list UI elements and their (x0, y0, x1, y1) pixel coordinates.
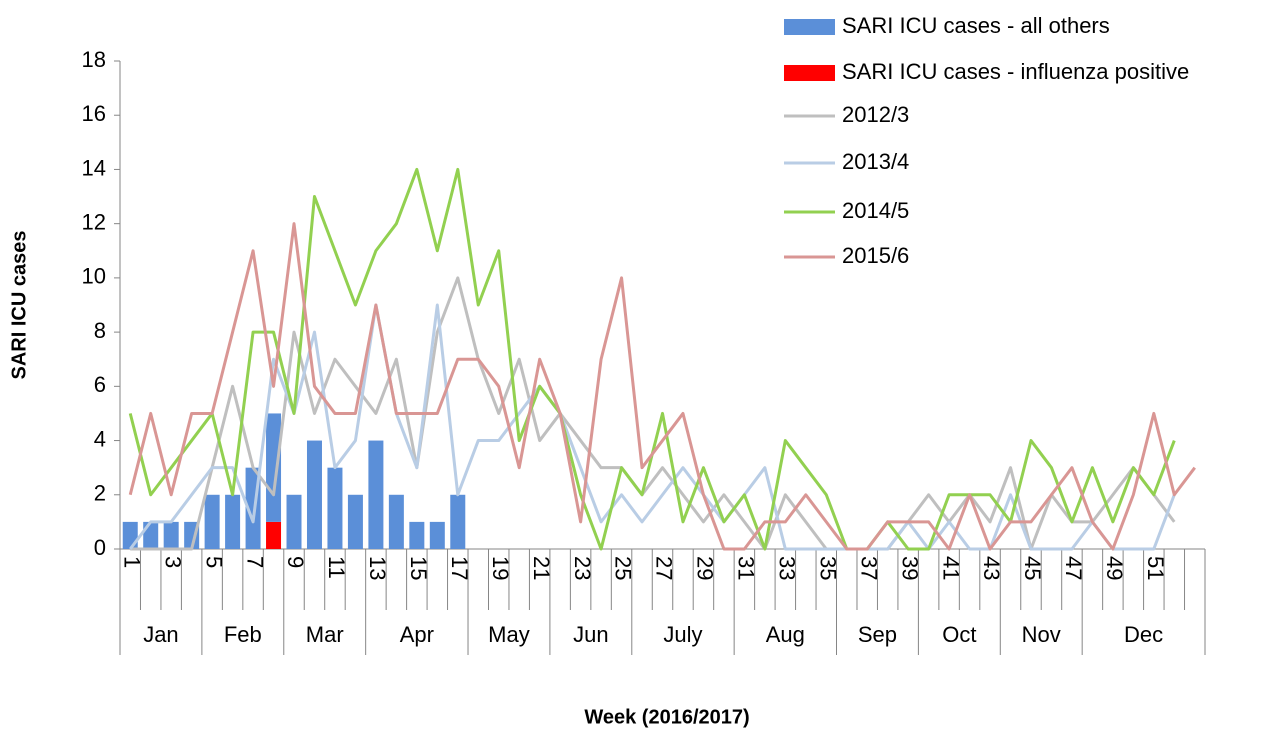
x-tick-label: 31 (734, 556, 759, 580)
x-tick-label: 45 (1020, 556, 1045, 580)
bar (225, 494, 241, 549)
bar (286, 494, 302, 549)
month-label: Apr (400, 622, 434, 647)
legend-label: 2015/6 (842, 243, 909, 268)
bar (409, 521, 425, 549)
x-tick-label: 33 (775, 556, 800, 580)
y-axis-title: SARI ICU cases (8, 231, 30, 380)
legend-label: SARI ICU cases - all others (842, 13, 1110, 38)
x-tick-label: 27 (652, 556, 677, 580)
y-tick-label: 10 (82, 264, 106, 289)
line (129, 303, 1176, 551)
x-tick-label: 41 (938, 556, 963, 580)
bar (429, 521, 445, 549)
month-label: Nov (1022, 622, 1061, 647)
x-tick-label: 29 (693, 556, 718, 580)
line (128, 167, 1176, 551)
legend-swatch (784, 19, 835, 35)
x-tick-label: 49 (1102, 556, 1127, 580)
bar (266, 521, 282, 549)
x-tick-label: 43 (979, 556, 1004, 580)
x-tick-label: 19 (488, 556, 513, 580)
y-tick-label: 0 (94, 535, 106, 560)
month-label: Oct (942, 622, 976, 647)
bar (204, 494, 220, 549)
month-label: July (663, 622, 702, 647)
x-tick-label: 11 (324, 556, 349, 579)
month-label: Mar (306, 622, 344, 647)
x-tick-label: 39 (897, 556, 922, 580)
month-label: Sep (858, 622, 897, 647)
legend-swatch (784, 65, 835, 81)
y-tick-label: 4 (94, 426, 106, 451)
x-tick-label: 25 (611, 556, 636, 580)
y-tick-label: 16 (82, 101, 106, 126)
y-tick-label: 8 (94, 318, 106, 343)
x-tick-label: 3 (160, 556, 185, 568)
y-tick-label: 12 (82, 209, 106, 234)
x-tick-label: 35 (815, 556, 840, 580)
month-label: Jan (143, 622, 178, 647)
legend-label: SARI ICU cases - influenza positive (842, 59, 1189, 84)
bar (143, 521, 159, 549)
bar (368, 440, 384, 549)
x-tick-label: 5 (201, 556, 226, 568)
x-tick-label: 21 (529, 556, 554, 580)
x-tick-label: 37 (856, 556, 881, 580)
x-axis-title: Week (2016/2017) (584, 706, 749, 728)
month-label: Aug (766, 622, 805, 647)
legend-label: 2014/5 (842, 198, 909, 223)
bar (306, 440, 322, 549)
y-tick-label: 6 (94, 372, 106, 397)
month-label: Dec (1124, 622, 1163, 647)
x-tick-label: 23 (570, 556, 595, 580)
y-tick-label: 2 (94, 481, 106, 506)
line (128, 222, 1196, 551)
x-tick-label: 51 (1143, 556, 1168, 580)
x-tick-label: 7 (242, 556, 267, 568)
y-tick-label: 18 (82, 47, 106, 72)
month-label: Jun (573, 622, 608, 647)
legend-label: 2012/3 (842, 102, 909, 127)
bar (327, 467, 343, 549)
bar (163, 521, 179, 549)
x-tick-label: 47 (1061, 556, 1086, 580)
month-label: May (488, 622, 530, 647)
x-tick-label: 13 (365, 556, 390, 580)
bar (347, 494, 363, 549)
bar (388, 494, 404, 549)
legend-label: 2013/4 (842, 149, 909, 174)
bar (122, 521, 138, 549)
month-label: Feb (224, 622, 262, 647)
x-tick-label: 1 (119, 556, 144, 568)
bar (266, 413, 282, 522)
x-tick-label: 15 (406, 556, 431, 580)
y-tick-label: 14 (82, 155, 106, 180)
bar (450, 494, 466, 549)
x-tick-label: 17 (447, 556, 472, 580)
x-tick-label: 9 (283, 556, 308, 568)
